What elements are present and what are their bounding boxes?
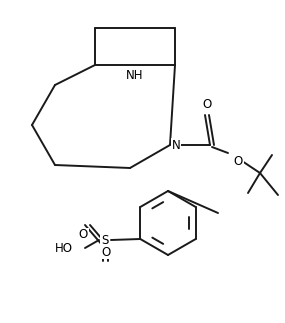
Text: O: O xyxy=(101,245,111,258)
Text: NH: NH xyxy=(126,68,144,81)
Text: O: O xyxy=(233,154,243,168)
Text: HO: HO xyxy=(55,242,73,255)
Text: O: O xyxy=(202,98,212,110)
Text: S: S xyxy=(101,234,109,246)
Text: N: N xyxy=(172,139,180,151)
Text: O: O xyxy=(78,228,87,242)
